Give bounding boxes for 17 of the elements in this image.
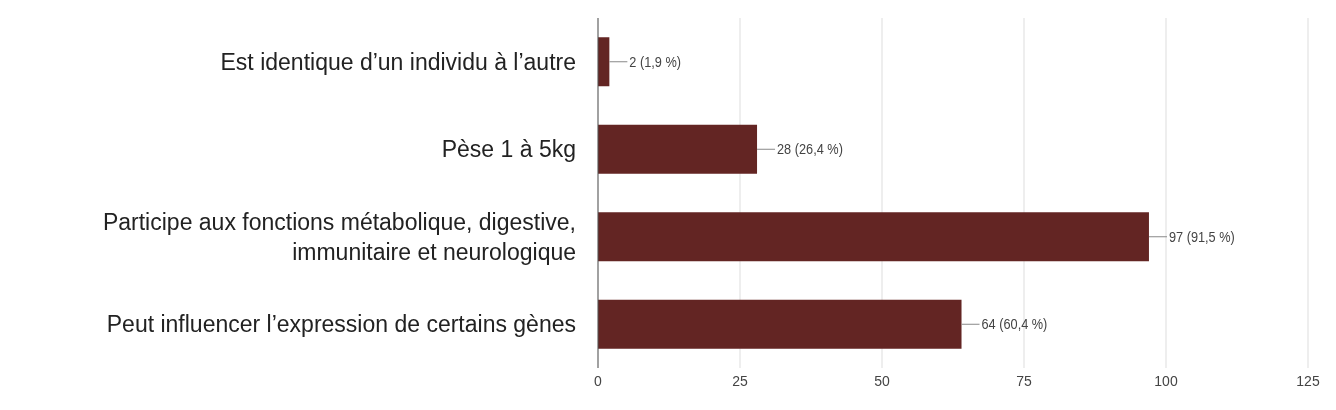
- x-tick-label: 75: [1016, 372, 1032, 389]
- y-tick-label: Participe aux fonctions métabolique, digestive, immunitaire et neurologique: [102, 208, 576, 265]
- y-tick-label: Est identique d’un individu à l’autre: [220, 48, 576, 75]
- data-label: 64 (60,4 %): [981, 315, 1048, 333]
- x-tick-label: 25: [732, 372, 748, 389]
- y-tick-label: Peut influencer l’expression de certains gènes: [106, 311, 576, 338]
- bar: [598, 212, 1149, 262]
- data-label: 2 (1,9 %): [629, 52, 682, 70]
- x-tick-label: 125: [1296, 372, 1320, 389]
- x-tick-label: 50: [874, 372, 890, 389]
- bar: [598, 124, 758, 174]
- bar: [598, 299, 962, 349]
- data-label: 97 (91,5 %): [1168, 227, 1235, 245]
- x-tick-label: 100: [1154, 372, 1178, 389]
- y-tick-label: Pèse 1 à 5kg: [441, 136, 576, 163]
- data-label: 28 (26,4 %): [777, 140, 843, 158]
- x-tick-label: 0: [594, 372, 603, 389]
